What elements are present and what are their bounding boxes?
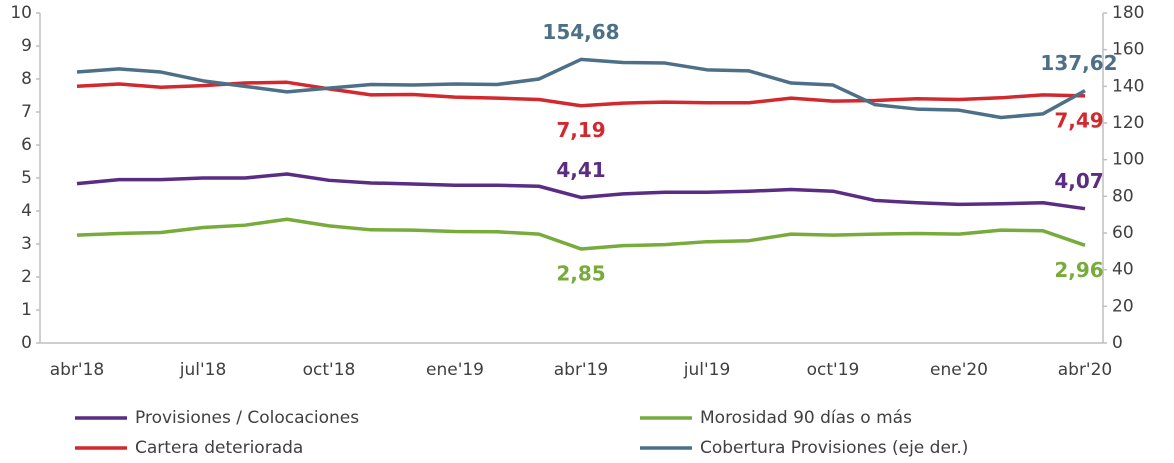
data-label: 7,49 [1054, 108, 1103, 132]
x-tick-label: abr'20 [1058, 360, 1113, 380]
y2-tick-label: 60 [1112, 223, 1134, 243]
y-tick-label: 3 [21, 234, 32, 254]
x-tick-label: ene'20 [930, 360, 988, 380]
data-label: 154,68 [542, 20, 619, 44]
legend-label: Morosidad 90 días o más [700, 408, 912, 428]
x-tick-label: jul'19 [683, 360, 731, 380]
y2-tick-label: 120 [1112, 113, 1144, 133]
y-tick-label: 10 [10, 3, 32, 23]
data-label: 4,07 [1054, 169, 1103, 193]
series-line [76, 57, 1086, 120]
x-tick-label: jul'18 [179, 360, 227, 380]
y2-tick-label: 180 [1112, 3, 1144, 23]
y-tick-label: 9 [21, 36, 32, 56]
x-tick-label: abr'19 [554, 360, 609, 380]
data-label: 2,85 [556, 261, 605, 285]
series-line [76, 217, 1086, 251]
series-line [76, 172, 1086, 211]
y-tick-label: 5 [21, 168, 32, 188]
x-tick-label: oct'18 [303, 360, 356, 380]
data-label: 7,19 [556, 118, 605, 142]
y-tick-label: 7 [21, 102, 32, 122]
y2-tick-label: 100 [1112, 150, 1144, 170]
y2-tick-label: 80 [1112, 186, 1134, 206]
legend-label: Cobertura Provisiones (eje der.) [700, 438, 968, 458]
data-label: 137,62 [1040, 51, 1117, 75]
y2-tick-label: 0 [1112, 333, 1123, 353]
y2-tick-label: 20 [1112, 296, 1134, 316]
y-tick-label: 4 [21, 201, 32, 221]
legend-label: Cartera deteriorada [135, 438, 303, 458]
y-tick-label: 1 [21, 300, 32, 320]
legend-label: Provisiones / Colocaciones [135, 408, 359, 428]
y-tick-label: 8 [21, 69, 32, 89]
series-line [76, 80, 1086, 108]
data-label: 4,41 [556, 158, 605, 182]
y-tick-label: 2 [21, 267, 32, 287]
y-tick-label: 0 [21, 333, 32, 353]
x-tick-label: abr'18 [50, 360, 105, 380]
x-tick-label: oct'19 [807, 360, 860, 380]
y-tick-label: 6 [21, 135, 32, 155]
y2-tick-label: 140 [1112, 76, 1144, 96]
x-tick-label: ene'19 [426, 360, 484, 380]
y2-tick-label: 160 [1112, 40, 1144, 60]
data-label: 2,96 [1054, 258, 1103, 282]
y2-tick-label: 40 [1112, 260, 1134, 280]
